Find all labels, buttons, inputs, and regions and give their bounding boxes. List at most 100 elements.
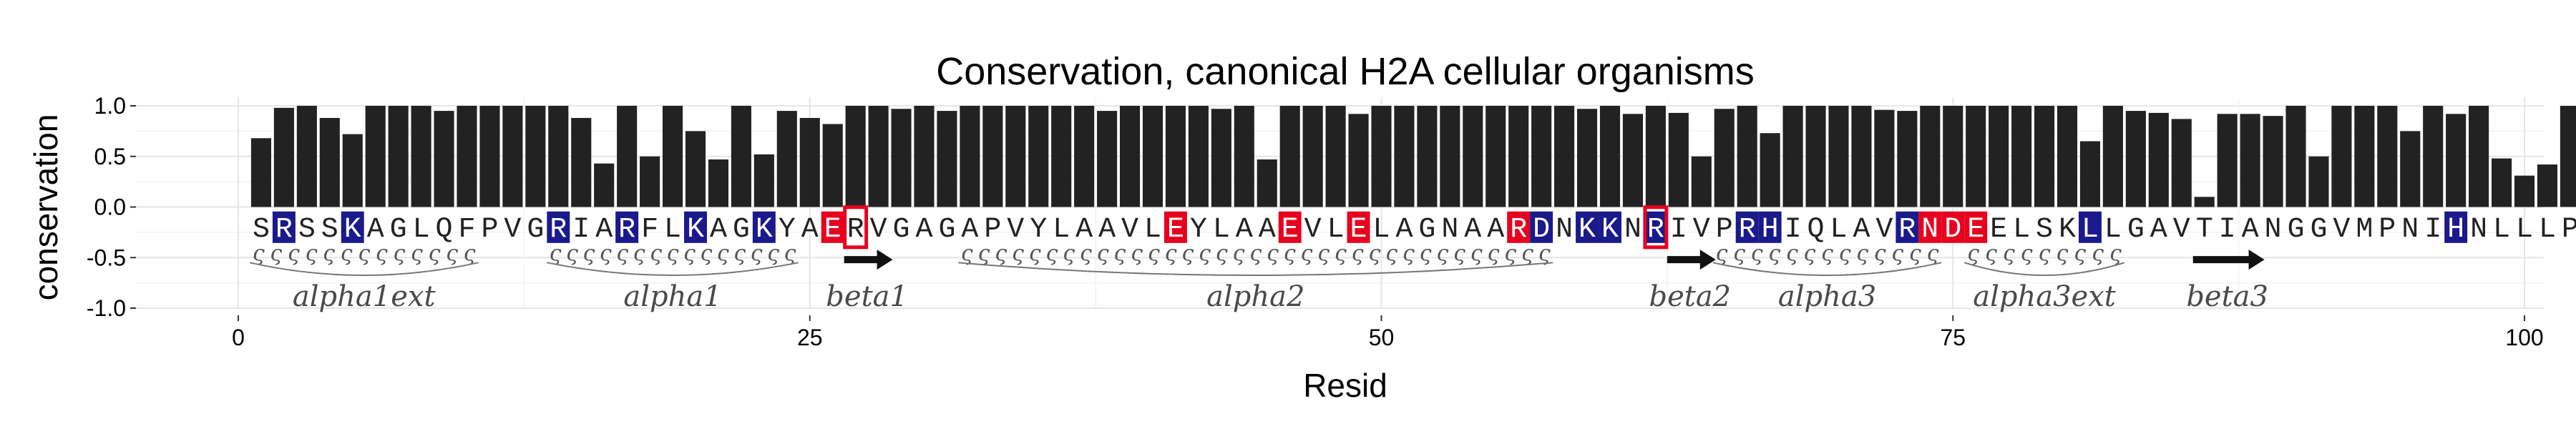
conservation-bar [1371,106,1391,207]
secondary-structure-label: beta3 [2186,280,2268,313]
conservation-bar [434,111,454,207]
conservation-bar [914,106,934,207]
conservation-bar [594,164,614,207]
conservation-bar [869,106,889,207]
conservation-bar [1828,106,1848,207]
residue-letter: G [2127,214,2145,246]
helix-coil-glyph: ς [1233,241,1245,266]
conservation-bar [1189,106,1209,207]
conservation-bar [1805,106,1825,207]
helix-coil-glyph: ς [1181,241,1194,266]
conservation-bar [2172,119,2192,207]
conservation-bar [2400,131,2420,207]
conservation-bar [320,118,340,207]
residue-letter: V [504,214,521,246]
conservation-bar [1280,106,1300,207]
conservation-bar [960,106,980,207]
conservation-bar [2103,106,2123,207]
conservation-bar [525,106,545,207]
x-tick-label: 100 [2505,325,2543,350]
helix-coil-glyph: ς [2092,241,2104,266]
helix-coil-glyph: ς [717,241,729,266]
conservation-bar [1623,114,1643,207]
helix-coil-glyph: ς [1856,241,1868,266]
helix-coil-glyph: ς [1436,241,1448,266]
helix-coil-glyph: ς [341,241,353,266]
conservation-bar [2377,106,2397,207]
conservation-bar [1348,114,1368,207]
conservation-bar [1508,106,1528,207]
conservation-bar [2331,106,2351,207]
conservation-bar [663,106,683,207]
helix-coil-glyph: ς [323,241,335,266]
helix-coil-glyph: ς [2074,241,2086,266]
helix-coil-glyph: ς [1891,241,1903,266]
conservation-bar [2263,116,2283,207]
helix-coil-glyph: ς [1402,241,1415,266]
conservation-bar [2537,164,2557,207]
conservation-bar [1966,106,1986,207]
helix-coil-glyph: ς [633,241,645,266]
conservation-bar [1417,106,1437,207]
conservation-bar [1920,106,1940,207]
residue-letter: R [1647,214,1664,246]
conservation-bar [343,134,363,207]
helix-coil-glyph: ς [767,241,779,266]
helix-coil-glyph: ς [784,241,796,266]
helix-coil-glyph: ς [376,241,388,266]
helix-coil-glyph: ς [1267,241,1279,266]
helix-coil-glyph: ς [1821,241,1833,266]
residue-letter: M [2356,214,2373,246]
helix-coil-glyph: ς [1113,241,1126,266]
helix-coil-glyph: ς [253,241,265,266]
residue-letter: H [2447,214,2464,246]
y-tick-label: -1.0 [87,295,126,321]
helix-coil-glyph: ς [1521,241,1533,266]
conservation-bar [1737,106,1757,207]
conservation-bar [1851,106,1871,207]
conservation-bar [479,106,499,207]
helix-coil-glyph: ς [1804,241,1816,266]
residue-letter: V [2333,214,2350,246]
helix-coil-glyph: ς [667,241,679,266]
helix-coil-glyph: ς [1097,241,1109,266]
helix-coil-glyph: ς [1216,241,1228,266]
helix-coil-glyph: ς [1301,241,1313,266]
conservation-bar [1485,106,1506,207]
residue-letter: P [2562,214,2576,246]
residue-letter: N [1624,214,1641,246]
conservation-bar [823,124,843,207]
residue-letter: V [2173,214,2190,246]
y-tick-label: 1.0 [94,93,126,119]
x-tick-label: 0 [232,325,245,350]
conservation-bar [297,106,317,207]
secondary-structure-label: beta1 [826,280,908,313]
helix-coil-glyph: ς [1716,241,1728,266]
conservation-bar [2080,142,2100,207]
helix-coil-glyph: ς [1420,241,1432,266]
conservation-bar [2354,106,2374,207]
residue-letter: A [915,214,932,246]
helix-coil-glyph: ς [582,241,595,266]
helix-coil-glyph: ς [1504,241,1516,266]
helix-coil-glyph: ς [2109,241,2122,266]
helix-coil-glyph: ς [1453,241,1465,266]
conservation-bar [708,159,728,207]
helix-coil-glyph: ς [1369,241,1381,266]
residue-letter: N [2470,214,2487,246]
conservation-bar [1463,106,1483,207]
helix-coil-glyph: ς [358,241,370,266]
conservation-bar [366,106,386,207]
conservation-bar [1531,106,1551,207]
conservation-bar [891,109,911,207]
conservation-bar [1897,111,1917,207]
y-axis-label: conservation [27,114,64,301]
conservation-bar [1257,159,1277,207]
helix-coil-glyph: ς [650,241,662,266]
conservation-bar [411,106,431,207]
conservation-bar [982,106,1002,207]
helix-coil-glyph: ς [1148,241,1160,266]
chart-title: Conservation, canonical H2A cellular org… [936,50,1755,93]
conservation-bar [548,106,568,207]
